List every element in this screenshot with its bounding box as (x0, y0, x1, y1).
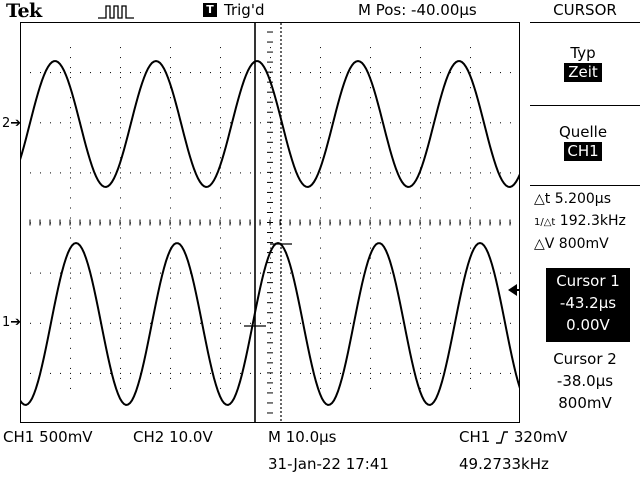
cursor-1-time: -43.2µs (559, 294, 617, 312)
trigger-status: Trig'd (224, 1, 265, 19)
cursor-1-label: Cursor 1 (556, 272, 620, 290)
trigger-readout: CH1 320mV (459, 428, 567, 446)
menu-divider (530, 185, 640, 186)
ch1-waveform (20, 241, 520, 407)
ch2-ground-marker[interactable]: 2➔ (2, 116, 21, 131)
ch2-scale: CH2 10.0V (133, 428, 213, 446)
cursor-1-menu-button[interactable]: Cursor 1 -43.2µs 0.00V (546, 268, 630, 342)
quelle-label: Quelle (558, 123, 608, 141)
acquisition-pulse-icon (98, 5, 134, 19)
trigger-source: CH1 (459, 428, 491, 446)
cursor-2-label: Cursor 2 (553, 350, 617, 368)
main-position: M Pos: -40.00µs (358, 1, 477, 19)
typ-label: Typ (570, 44, 596, 62)
menu-title: CURSOR (553, 1, 617, 19)
quelle-value: CH1 (564, 142, 602, 161)
inverse-delta-t-readout: 1/△t 192.3kHz (534, 213, 626, 229)
marker-arrow-icon: ➔ (10, 116, 22, 131)
menu-divider (530, 105, 640, 106)
cursor-2-time: -38.0µs (556, 372, 614, 390)
trigger-level: 320mV (513, 428, 568, 446)
date-time: 31-Jan-22 17:41 (268, 455, 389, 473)
delta-v-readout: △V 800mV (534, 236, 609, 252)
menu-divider (530, 22, 640, 23)
typ-value: Zeit (564, 63, 602, 82)
cursor-1-volt: 0.00V (566, 316, 610, 334)
quelle-menu-button[interactable]: Quelle CH1 (526, 123, 640, 163)
delta-t-icon: △t (534, 191, 551, 207)
ch1-scale: CH1 500mV (3, 428, 93, 446)
delta-t-value: 5.200µs (554, 191, 611, 207)
ch1-ground-marker[interactable]: 1➔ (2, 315, 21, 330)
inverse-delta-t-icon: 1/△t (534, 217, 556, 228)
graticule (20, 22, 520, 423)
trigger-icon: T (203, 3, 217, 17)
delta-v-icon: △V (534, 236, 555, 252)
delta-t-readout: △t 5.200µs (534, 191, 611, 207)
marker-arrow-icon: ➔ (10, 315, 22, 330)
ch2-waveform (20, 59, 520, 189)
ch2-marker-label: 2 (2, 116, 11, 131)
trigger-level-arrow-icon (508, 284, 520, 296)
typ-menu-button[interactable]: Typ Zeit (526, 44, 640, 84)
rising-edge-icon (496, 431, 509, 444)
cursor-2-menu-button[interactable]: Cursor 2 -38.0µs 800mV (530, 348, 640, 414)
inverse-delta-t-value: 192.3kHz (559, 213, 626, 229)
brand-logo: Tek (6, 0, 42, 22)
status-bar: Tek T Trig'd M Pos: -40.00µs CURSOR (0, 0, 640, 22)
timebase: M 10.0µs (268, 428, 337, 446)
cursor-2-volt: 800mV (558, 394, 612, 412)
delta-v-value: 800mV (558, 236, 609, 252)
waveform-display[interactable] (20, 22, 520, 423)
trigger-frequency: 49.2733kHz (459, 455, 549, 473)
ch1-marker-label: 1 (2, 315, 11, 330)
